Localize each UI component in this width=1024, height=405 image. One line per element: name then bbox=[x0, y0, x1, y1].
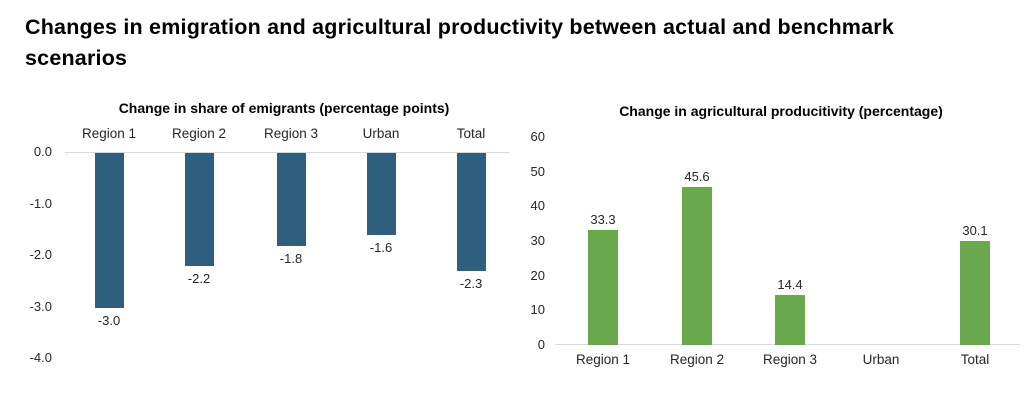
bar-total bbox=[456, 153, 486, 272]
y-axis-tick: -3.0 bbox=[29, 298, 52, 314]
bar-region-2 bbox=[184, 153, 214, 267]
category-label-region-2: Region 2 bbox=[669, 352, 725, 367]
category-label-region-1: Region 1 bbox=[575, 352, 631, 367]
value-label-total: -2.3 bbox=[459, 276, 483, 292]
value-label-region-1: 33.3 bbox=[590, 211, 616, 227]
bar-region-1 bbox=[588, 229, 618, 345]
value-label-region-2: 45.6 bbox=[684, 168, 710, 184]
y-axis-tick: 50 bbox=[530, 163, 545, 179]
y-axis-tick: 0 bbox=[537, 337, 545, 352]
y-axis-tick: 20 bbox=[530, 267, 545, 283]
value-label-region-2: -2.2 bbox=[187, 271, 211, 287]
category-label-urban: Urban bbox=[362, 126, 400, 141]
y-axis-tick: 40 bbox=[530, 198, 545, 214]
value-label-region-1: -3.0 bbox=[97, 312, 121, 328]
page-title: Changes in emigration and agricultural p… bbox=[25, 15, 895, 70]
productivity-chart-title: Change in agricultural producitivity (pe… bbox=[619, 103, 943, 119]
emigrants-chart-title: Change in share of emigrants (percentage… bbox=[118, 100, 450, 116]
y-axis-tick: -2.0 bbox=[29, 247, 52, 262]
productivity-chart: Change in agricultural producitivity (pe… bbox=[520, 95, 1024, 405]
bar-region-3 bbox=[276, 153, 306, 246]
y-axis-tick: -1.0 bbox=[29, 195, 52, 211]
value-label-region-3: -1.8 bbox=[279, 250, 303, 266]
emigrants-chart: Change in share of emigrants (percentage… bbox=[0, 95, 520, 405]
value-label-total: 30.1 bbox=[962, 222, 988, 238]
category-label-total: Total bbox=[456, 126, 486, 141]
value-label-region-3: 14.4 bbox=[777, 277, 803, 293]
category-label-region-3: Region 3 bbox=[762, 352, 818, 367]
category-label-region-2: Region 2 bbox=[171, 126, 227, 141]
x-axis-line bbox=[65, 152, 510, 153]
y-axis-tick: 10 bbox=[530, 302, 545, 318]
bar-urban bbox=[366, 153, 396, 236]
category-label-total: Total bbox=[960, 352, 990, 367]
category-label-urban: Urban bbox=[862, 352, 900, 367]
bar-region-1 bbox=[94, 153, 124, 308]
category-label-region-1: Region 1 bbox=[81, 126, 137, 141]
bar-region-2 bbox=[682, 186, 712, 345]
y-axis-tick: 30 bbox=[530, 232, 545, 248]
y-axis-tick: 0.0 bbox=[33, 144, 52, 159]
value-label-urban: -1.6 bbox=[369, 240, 393, 256]
y-axis-tick: 60 bbox=[530, 128, 545, 144]
category-label-region-3: Region 3 bbox=[263, 126, 319, 141]
y-axis-tick: -4.0 bbox=[29, 350, 52, 365]
bar-total bbox=[960, 240, 990, 345]
bar-region-3 bbox=[775, 295, 805, 345]
